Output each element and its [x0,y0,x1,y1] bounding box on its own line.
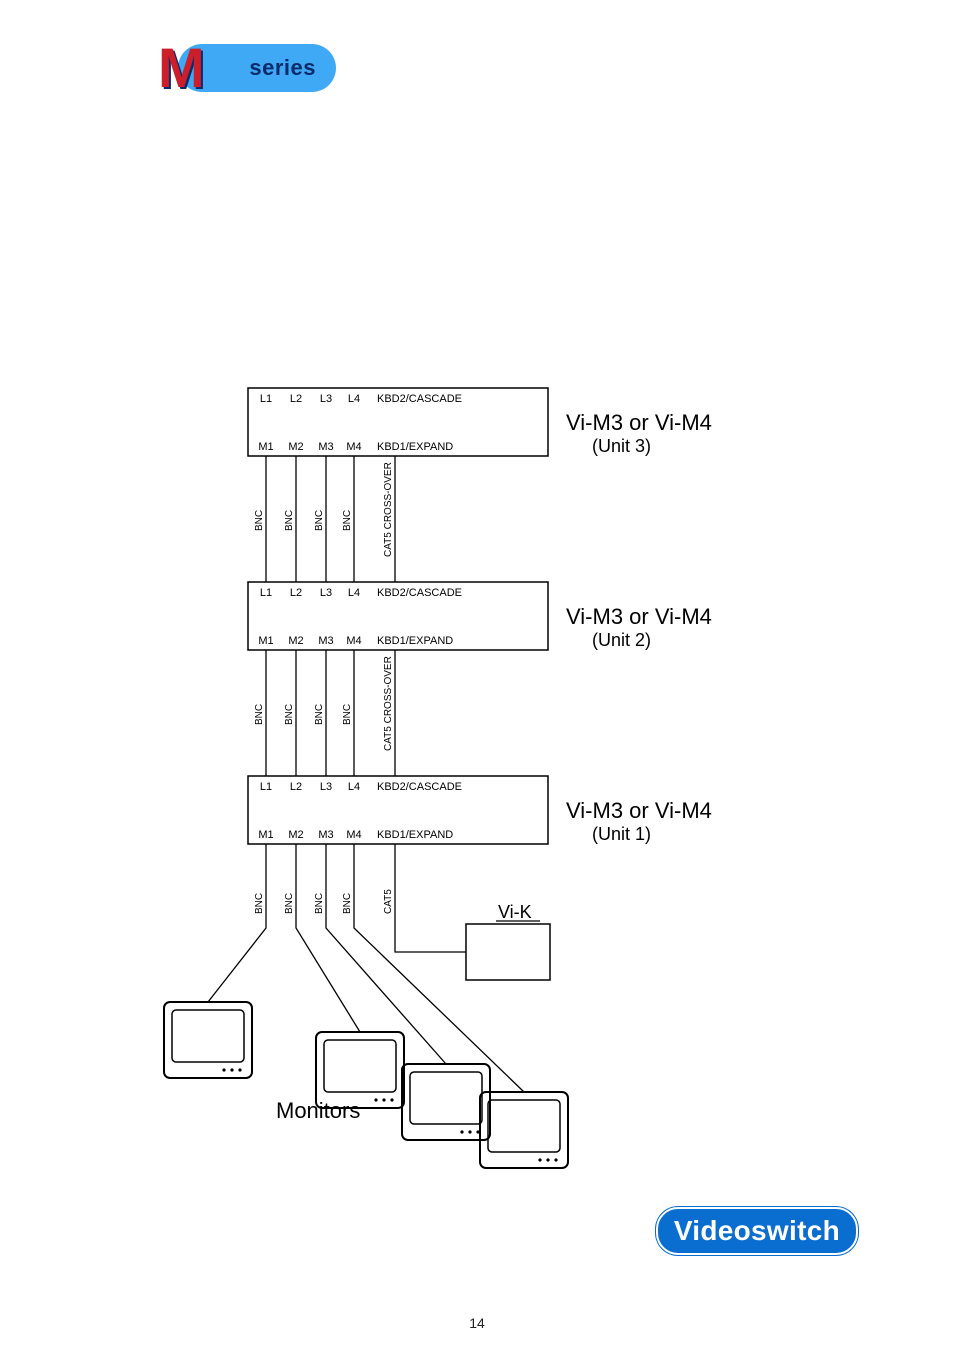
svg-text:L1: L1 [260,781,272,793]
svg-text:L3: L3 [320,781,332,793]
svg-text:Vi-M3 or Vi-M4: Vi-M3 or Vi-M4 [566,410,712,435]
svg-text:(Unit 2): (Unit 2) [592,630,651,650]
svg-text:Vi-K: Vi-K [498,902,532,922]
videoswitch-badge: Videoswitch [656,1207,858,1255]
svg-text:KBD2/CASCADE: KBD2/CASCADE [377,587,462,599]
svg-text:(Unit 3): (Unit 3) [592,436,651,456]
svg-text:BNC: BNC [254,704,265,725]
svg-text:BNC: BNC [254,893,265,914]
svg-text:M2: M2 [288,829,303,841]
svg-text:L1: L1 [260,393,272,405]
svg-text:KBD1/EXPAND: KBD1/EXPAND [377,441,453,453]
svg-text:L1: L1 [260,587,272,599]
svg-text:BNC: BNC [342,704,353,725]
svg-text:M4: M4 [346,441,361,453]
svg-text:BNC: BNC [284,510,295,531]
svg-text:L2: L2 [290,587,302,599]
svg-text:BNC: BNC [254,510,265,531]
svg-text:BNC: BNC [284,704,295,725]
svg-text:M2: M2 [288,441,303,453]
svg-text:BNC: BNC [314,510,325,531]
svg-text:KBD1/EXPAND: KBD1/EXPAND [377,829,453,841]
svg-text:BNC: BNC [314,704,325,725]
svg-text:M3: M3 [318,829,333,841]
svg-text:L4: L4 [348,587,360,599]
svg-text:L2: L2 [290,393,302,405]
svg-text:M1: M1 [258,635,273,647]
svg-text:CAT5 CROSS-OVER: CAT5 CROSS-OVER [383,462,394,557]
svg-text:CAT5: CAT5 [383,889,394,914]
svg-text:L3: L3 [320,587,332,599]
svg-text:KBD1/EXPAND: KBD1/EXPAND [377,635,453,647]
svg-text:BNC: BNC [284,893,295,914]
svg-text:Vi-M3 or Vi-M4: Vi-M3 or Vi-M4 [566,604,712,629]
svg-text:(Unit 1): (Unit 1) [592,824,651,844]
svg-text:L4: L4 [348,781,360,793]
svg-text:L3: L3 [320,393,332,405]
page-number: 14 [469,1315,485,1331]
svg-text:KBD2/CASCADE: KBD2/CASCADE [377,393,462,405]
svg-text:BNC: BNC [342,893,353,914]
svg-text:BNC: BNC [314,893,325,914]
svg-text:M3: M3 [318,441,333,453]
svg-text:M4: M4 [346,829,361,841]
svg-text:L4: L4 [348,393,360,405]
svg-text:BNC: BNC [342,510,353,531]
svg-text:M1: M1 [258,829,273,841]
svg-text:KBD2/CASCADE: KBD2/CASCADE [377,781,462,793]
svg-text:CAT5 CROSS-OVER: CAT5 CROSS-OVER [383,656,394,751]
svg-text:M2: M2 [288,635,303,647]
svg-text:M1: M1 [258,441,273,453]
svg-text:M3: M3 [318,635,333,647]
svg-text:Monitors: Monitors [276,1098,360,1123]
svg-text:Vi-M3 or Vi-M4: Vi-M3 or Vi-M4 [566,798,712,823]
svg-text:M4: M4 [346,635,361,647]
svg-text:L2: L2 [290,781,302,793]
connection-diagram: L1 L2 L3 L4 KBD2/CASCADE M1 M2 M3 M4 KBD1/EXPAND V… [0,0,954,1351]
page-canvas: series M L1L2L3L4KBD2/CASCADEM1M2M3M4KBD… [0,0,954,1351]
